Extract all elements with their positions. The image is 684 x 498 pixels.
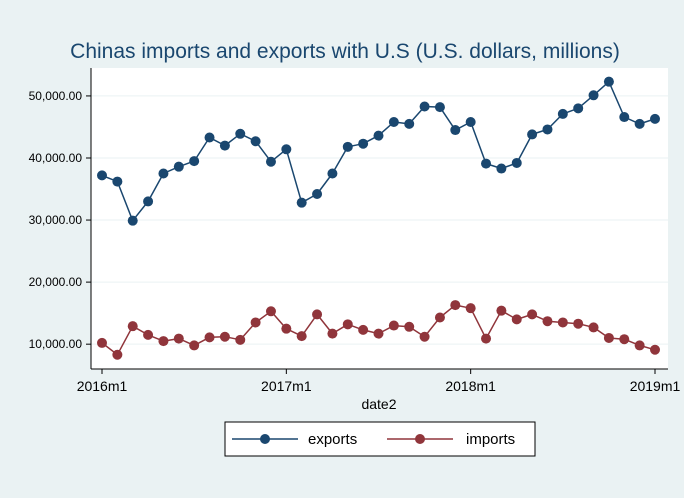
data-point-imports — [634, 340, 645, 351]
x-tick-label: 2017m1 — [261, 378, 312, 394]
data-point-imports — [342, 319, 353, 330]
data-point-imports — [419, 331, 430, 342]
data-point-imports — [143, 329, 154, 340]
data-point-exports — [158, 168, 169, 179]
data-point-exports — [342, 141, 353, 152]
data-point-exports — [619, 112, 630, 123]
data-point-exports — [404, 118, 415, 129]
data-point-exports — [481, 158, 492, 169]
x-axis: 2016m1 2017m1 2018m1 2019m1 — [77, 368, 681, 394]
data-point-imports — [127, 321, 138, 332]
series-exports — [97, 76, 660, 226]
data-point-imports — [465, 303, 476, 314]
data-point-imports — [296, 331, 307, 342]
data-point-imports — [327, 328, 338, 339]
data-point-imports — [603, 332, 614, 343]
x-tick-label: 2016m1 — [77, 378, 128, 394]
y-tick-label: 20,000.00 — [29, 275, 83, 289]
data-point-imports — [358, 324, 369, 335]
data-point-exports — [373, 130, 384, 141]
data-point-imports — [588, 322, 599, 333]
data-point-exports — [557, 108, 568, 119]
data-point-exports — [450, 125, 461, 136]
data-point-exports — [465, 116, 476, 127]
data-point-exports — [634, 118, 645, 129]
data-point-exports — [112, 176, 123, 187]
data-point-exports — [265, 156, 276, 167]
y-tick-label: 30,000.00 — [29, 213, 83, 227]
data-point-imports — [511, 314, 522, 325]
series-group — [97, 76, 660, 360]
data-point-imports — [557, 317, 568, 328]
y-axis: 10,000.00 20,000.00 30,000.00 40,000.00 50,0… — [29, 68, 92, 369]
legend: exports imports — [224, 421, 536, 457]
data-point-exports — [573, 103, 584, 114]
data-point-imports — [219, 331, 230, 342]
data-point-imports — [373, 328, 384, 339]
data-point-exports — [296, 197, 307, 208]
data-point-exports — [189, 156, 200, 167]
data-point-imports — [204, 332, 215, 343]
data-point-imports — [158, 336, 169, 347]
legend-imports-marker — [415, 434, 425, 444]
data-point-exports — [312, 188, 323, 199]
data-point-exports — [327, 168, 338, 179]
data-point-exports — [496, 163, 507, 174]
data-point-imports — [250, 317, 261, 328]
data-point-exports — [603, 76, 614, 87]
chart-title: Chinas imports and exports with U.S (U.S… — [70, 40, 620, 63]
data-point-exports — [358, 138, 369, 149]
data-point-imports — [265, 306, 276, 317]
data-point-imports — [496, 305, 507, 316]
data-point-imports — [573, 318, 584, 329]
data-point-imports — [404, 321, 415, 332]
data-point-exports — [219, 140, 230, 151]
y-tick-label: 10,000.00 — [29, 337, 83, 351]
data-point-exports — [419, 101, 430, 112]
data-point-exports — [235, 128, 246, 139]
x-tick-label: 2018m1 — [445, 378, 496, 394]
data-point-imports — [450, 300, 461, 311]
data-point-exports — [388, 116, 399, 127]
data-point-exports — [527, 129, 538, 140]
legend-imports-label: imports — [466, 431, 515, 448]
data-point-imports — [189, 340, 200, 351]
data-point-imports — [312, 309, 323, 320]
data-point-exports — [143, 196, 154, 207]
data-point-imports — [481, 333, 492, 344]
data-point-exports — [434, 102, 445, 113]
data-point-imports — [281, 323, 292, 334]
series-imports — [97, 300, 660, 360]
legend-exports-marker — [260, 434, 270, 444]
data-point-imports — [619, 334, 630, 345]
y-tick-label: 50,000.00 — [29, 89, 83, 103]
data-point-imports — [527, 309, 538, 320]
data-point-imports — [173, 333, 184, 344]
data-point-exports — [204, 132, 215, 143]
data-point-exports — [173, 161, 184, 172]
plot-area — [91, 68, 668, 369]
data-point-imports — [542, 316, 553, 327]
data-point-imports — [97, 337, 107, 348]
data-point-exports — [250, 136, 261, 147]
data-point-exports — [542, 124, 553, 135]
y-tick-label: 40,000.00 — [29, 151, 83, 165]
grid-lines — [91, 95, 668, 345]
data-point-imports — [650, 344, 660, 355]
data-point-exports — [97, 170, 107, 181]
data-point-exports — [650, 113, 660, 124]
x-axis-title: date2 — [361, 396, 396, 412]
legend-exports-label: exports — [308, 431, 357, 448]
data-point-exports — [588, 90, 599, 101]
data-point-exports — [511, 157, 522, 168]
data-point-imports — [388, 320, 399, 331]
data-point-exports — [281, 144, 292, 155]
x-tick-label: 2019m1 — [630, 378, 681, 394]
data-point-imports — [235, 334, 246, 345]
data-point-imports — [434, 312, 445, 323]
data-point-imports — [112, 349, 123, 360]
data-point-exports — [127, 215, 138, 226]
